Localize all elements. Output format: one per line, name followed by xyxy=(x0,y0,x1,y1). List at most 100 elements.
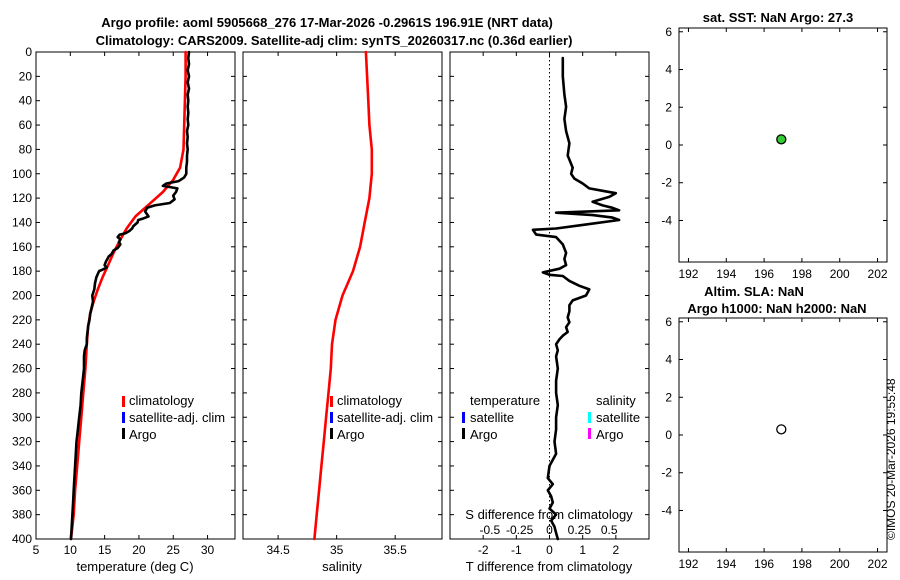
y-tick-label: 80 xyxy=(19,142,33,156)
legend-swatch-s-satellite xyxy=(588,412,591,423)
x-tick-label: -2 xyxy=(478,543,489,557)
figure-title-line1: Argo profile: aoml 5905668_276 17-Mar-20… xyxy=(101,15,553,30)
legend-label-climatology: climatology xyxy=(129,393,195,408)
x-tick-label: 35 xyxy=(330,543,344,557)
timestamp: ©IMOS 20-Mar-2026 19:55:48 xyxy=(884,378,898,540)
difference-x2label: S difference from climatology xyxy=(465,507,633,522)
y-tick-label: 0 xyxy=(25,45,32,59)
x-tick-label: 194 xyxy=(716,557,736,571)
x-tick-label: 202 xyxy=(868,267,888,281)
y-tick-label: 6 xyxy=(665,315,672,329)
legend-label-s-argo: Argo xyxy=(596,427,623,442)
y-tick-label: 300 xyxy=(12,410,32,424)
y-tick-label: 6 xyxy=(665,25,672,39)
x-tick-label: 30 xyxy=(201,543,215,557)
temperature-panel: 5 10 15 20 25 3002040608010012014016018020022… xyxy=(12,45,235,557)
y-tick-label: 0 xyxy=(665,138,672,152)
salinity-xlabel: salinity xyxy=(322,559,362,574)
y-tick-label: 20 xyxy=(19,69,33,83)
x-tick-label: 192 xyxy=(678,557,698,571)
x-tick-label: 15 xyxy=(98,543,112,557)
y-tick-label: -4 xyxy=(661,503,672,517)
legend-swatch-argo xyxy=(122,428,125,439)
x-tick-label: 198 xyxy=(792,267,812,281)
y-tick-label: 4 xyxy=(665,63,672,77)
x2-tick-label: 0.25 xyxy=(568,523,592,537)
legend-label-satellite-adj: satellite-adj. clim xyxy=(337,410,433,425)
y-tick-label: 60 xyxy=(19,118,33,132)
x2-tick-label: 0 xyxy=(546,523,553,537)
x-tick-label: -1 xyxy=(511,543,522,557)
y-tick-label: 260 xyxy=(12,362,32,376)
legend-title-temperature: temperature xyxy=(470,393,540,408)
series-line-climatology xyxy=(69,50,187,541)
series-line-t-difference-argo- xyxy=(531,56,621,541)
x2-tick-label: -0.25 xyxy=(506,523,534,537)
y-tick-label: 140 xyxy=(12,215,32,229)
sla-title-line2: Argo h1000: NaN h2000: NaN xyxy=(687,301,866,316)
x-tick-label: 1 xyxy=(579,543,586,557)
y-tick-label: 100 xyxy=(12,167,32,181)
y-tick-label: 2 xyxy=(665,390,672,404)
legend-label-argo: Argo xyxy=(129,427,156,442)
x-tick-label: 200 xyxy=(830,557,850,571)
y-tick-label: 160 xyxy=(12,240,32,254)
y-tick-label: 380 xyxy=(12,508,32,522)
x-tick-label: 2 xyxy=(612,543,619,557)
legend-swatch-satellite-adj xyxy=(122,412,125,423)
y-tick-label: -2 xyxy=(661,176,672,190)
y-tick-label: 2 xyxy=(665,100,672,114)
x2-tick-label: -0.5 xyxy=(479,523,500,537)
x-tick-label: 25 xyxy=(167,543,181,557)
legend-title-salinity: salinity xyxy=(596,393,636,408)
difference-panel: -2 -1 0 1 2 -0.5 -0.25 0 0.25 0.5 xyxy=(450,51,649,557)
temperature-legend: climatology satellite-adj. clim Argo xyxy=(122,393,225,442)
x-tick-label: 34.5 xyxy=(266,543,290,557)
legend-label-climatology: climatology xyxy=(337,393,403,408)
series-line-climatology xyxy=(313,50,374,541)
x-tick-label: 198 xyxy=(792,557,812,571)
y-tick-label: 180 xyxy=(12,264,32,278)
x-tick-label: 35.5 xyxy=(383,543,407,557)
x-tick-label: 196 xyxy=(754,557,774,571)
temperature-xlabel: temperature (deg C) xyxy=(76,559,193,574)
legend-swatch-t-satellite xyxy=(462,412,465,423)
x-tick-label: 200 xyxy=(830,267,850,281)
x2-tick-label: 0.5 xyxy=(601,523,618,537)
y-tick-label: 360 xyxy=(12,483,32,497)
y-tick-label: 200 xyxy=(12,289,32,303)
legend-label-argo: Argo xyxy=(337,427,364,442)
y-tick-label: -2 xyxy=(661,466,672,480)
legend-swatch-t-argo xyxy=(462,428,465,439)
x-tick-label: 5 xyxy=(33,543,40,557)
legend-swatch-climatology xyxy=(122,396,125,407)
legend-label-s-satellite: satellite xyxy=(596,410,640,425)
sst-title: sat. SST: NaN Argo: 27.3 xyxy=(703,10,854,25)
temperature-plot-frame xyxy=(35,51,236,540)
x-tick-label: 202 xyxy=(868,557,888,571)
scatter-point xyxy=(776,424,787,435)
legend-swatch-satellite-adj xyxy=(330,412,333,423)
scatter-point xyxy=(776,134,787,145)
legend-label-satellite-adj: satellite-adj. clim xyxy=(129,410,225,425)
y-tick-label: 0 xyxy=(665,428,672,442)
y-tick-label: -4 xyxy=(661,213,672,227)
y-tick-label: 4 xyxy=(665,353,672,367)
series-line-argo xyxy=(69,50,191,541)
legend-swatch-s-argo xyxy=(588,428,591,439)
sst-plot-frame xyxy=(678,27,888,263)
y-tick-label: 280 xyxy=(12,386,32,400)
sla-panel: 192 194 196 198 200 202 6 4 2 0 -2 -4 xyxy=(661,315,888,571)
legend-label-t-satellite: satellite xyxy=(470,410,514,425)
y-tick-label: 340 xyxy=(12,459,32,473)
x-tick-label: 0 xyxy=(546,543,553,557)
x-tick-label: 20 xyxy=(132,543,146,557)
legend-label-t-argo: Argo xyxy=(470,427,497,442)
difference-legend: temperature satellite Argo salinity sate… xyxy=(462,393,640,442)
y-tick-label: 240 xyxy=(12,337,32,351)
y-tick-label: 320 xyxy=(12,435,32,449)
y-tick-label: 400 xyxy=(12,532,32,546)
sla-title-line1: Altim. SLA: NaN xyxy=(704,284,804,299)
salinity-panel: 34.5 35 35.5 xyxy=(243,50,442,557)
